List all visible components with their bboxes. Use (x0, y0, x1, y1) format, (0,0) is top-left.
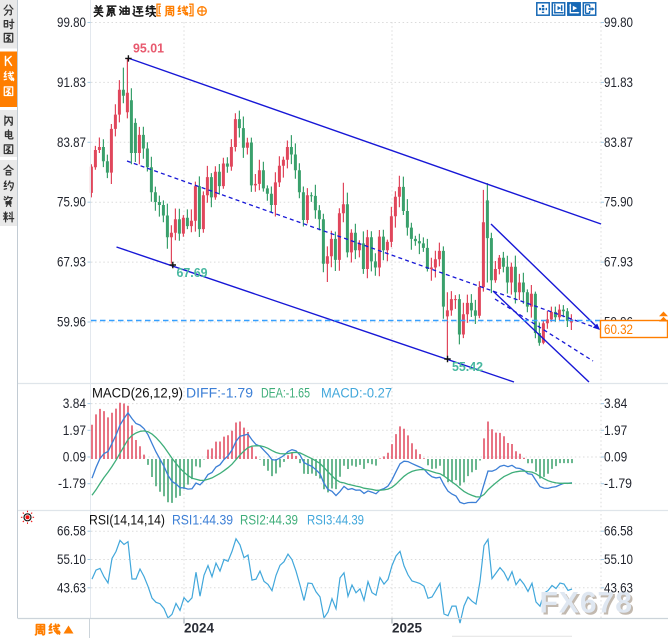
svg-text:1.97: 1.97 (604, 423, 627, 438)
svg-text:0.09: 0.09 (63, 450, 86, 465)
svg-text:83.87: 83.87 (57, 135, 86, 150)
svg-text:2024: 2024 (184, 621, 214, 636)
svg-text:RSI(14,14,14): RSI(14,14,14) (89, 513, 165, 528)
svg-text:3.84: 3.84 (604, 396, 628, 411)
svg-text:1.97: 1.97 (63, 423, 86, 438)
svg-text:59.96: 59.96 (57, 315, 86, 330)
svg-text:MACD(26,12,9): MACD(26,12,9) (92, 386, 183, 401)
svg-text:55.42: 55.42 (452, 359, 483, 374)
svg-text:75.90: 75.90 (604, 195, 633, 210)
svg-text:2025: 2025 (392, 621, 422, 636)
svg-text:-1.79: -1.79 (58, 476, 86, 491)
svg-text:MACD:-0.27: MACD:-0.27 (321, 386, 392, 401)
svg-text:83.87: 83.87 (604, 135, 633, 150)
svg-text:43.63: 43.63 (57, 580, 86, 595)
svg-text:99.80: 99.80 (604, 15, 633, 30)
svg-text:-1.79: -1.79 (604, 476, 632, 491)
svg-text:RSI1:44.39: RSI1:44.39 (172, 513, 233, 528)
svg-text:55.10: 55.10 (57, 552, 86, 567)
svg-text:91.83: 91.83 (604, 75, 633, 90)
svg-text:0.09: 0.09 (604, 450, 627, 465)
svg-text:DEA:-1.65: DEA:-1.65 (261, 386, 310, 401)
svg-text:FX678: FX678 (540, 587, 633, 620)
svg-text:RSI3:44.39: RSI3:44.39 (307, 513, 364, 528)
svg-text:67.93: 67.93 (57, 255, 86, 270)
svg-text:95.01: 95.01 (133, 41, 164, 56)
svg-text:RSI2:44.39: RSI2:44.39 (240, 513, 298, 528)
svg-text:67.93: 67.93 (604, 255, 633, 270)
svg-text:75.90: 75.90 (57, 195, 86, 210)
svg-text:66.58: 66.58 (604, 524, 633, 539)
svg-text:67.69: 67.69 (177, 265, 208, 280)
svg-text:99.80: 99.80 (57, 15, 86, 30)
svg-text:55.10: 55.10 (604, 552, 633, 567)
svg-text:43.63: 43.63 (604, 580, 633, 595)
svg-text:60.32: 60.32 (604, 322, 633, 337)
svg-text:3.84: 3.84 (63, 396, 87, 411)
svg-text:DIFF:-1.79: DIFF:-1.79 (186, 386, 253, 401)
svg-text:FX678: FX678 (542, 589, 635, 622)
svg-text:66.58: 66.58 (57, 524, 86, 539)
svg-text:91.83: 91.83 (57, 75, 86, 90)
